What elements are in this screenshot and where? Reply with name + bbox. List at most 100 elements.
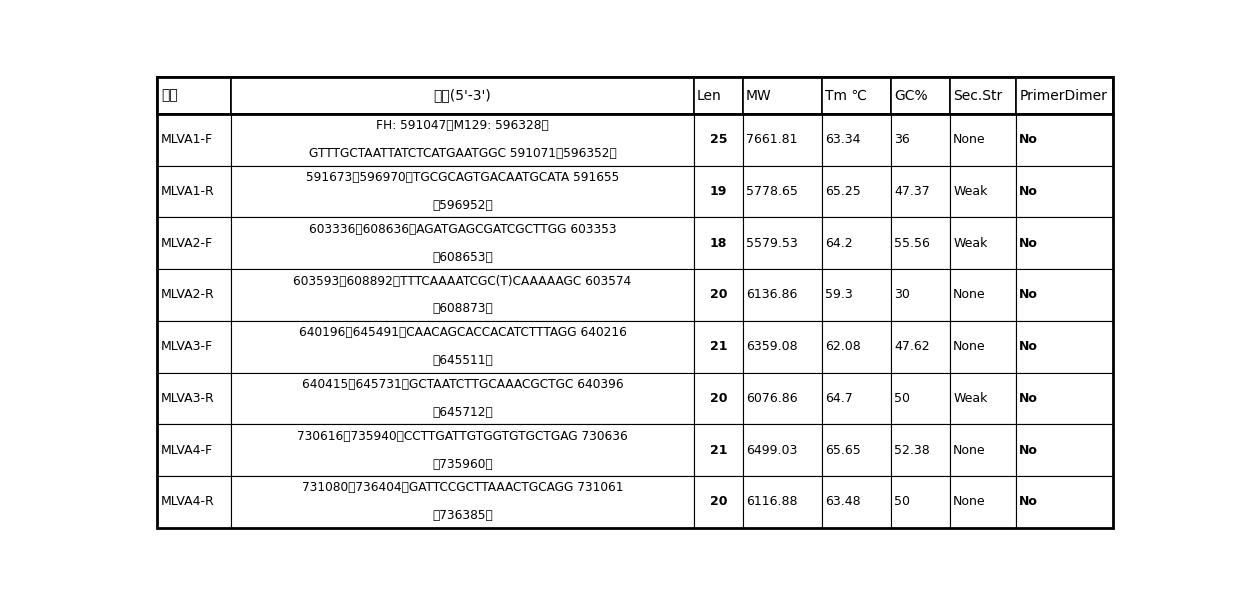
Text: 731080（736404）GATTCCGCTTAAACTGCAGG 731061: 731080（736404）GATTCCGCTTAAACTGCAGG 73106… (301, 481, 624, 495)
Text: 20: 20 (709, 495, 727, 508)
Bar (950, 77, 1017, 114)
Text: （608873）: （608873） (433, 303, 494, 316)
Text: None: None (954, 444, 986, 457)
Bar (694, 166, 743, 218)
Bar (892, 373, 950, 424)
Text: None: None (954, 288, 986, 301)
Text: No: No (1019, 392, 1038, 405)
Text: No: No (1019, 237, 1038, 250)
Text: 591673（596970）TGCGCAGTGACAATGCATA 591655: 591673（596970）TGCGCAGTGACAATGCATA 591655 (306, 171, 619, 184)
Bar (743, 166, 822, 218)
Bar (892, 218, 950, 269)
Bar (892, 166, 950, 218)
Bar (1017, 321, 1114, 373)
Text: FH: 591047（M129: 596328）: FH: 591047（M129: 596328） (376, 120, 549, 132)
Text: MLVA1-R: MLVA1-R (161, 185, 215, 198)
Bar (892, 321, 950, 373)
Text: 65.25: 65.25 (825, 185, 861, 198)
Text: 21: 21 (709, 340, 727, 353)
Bar (950, 476, 1017, 527)
Text: 21: 21 (709, 444, 727, 457)
Bar (950, 424, 1017, 476)
Bar (743, 424, 822, 476)
Bar (694, 114, 743, 166)
Text: MLVA3-R: MLVA3-R (161, 392, 215, 405)
Bar (157, 269, 231, 321)
Text: 25: 25 (709, 133, 727, 147)
Bar (157, 218, 231, 269)
Bar (892, 77, 950, 114)
Bar (694, 373, 743, 424)
Bar (157, 77, 231, 114)
Bar (1017, 476, 1114, 527)
Bar (231, 373, 694, 424)
Bar (892, 476, 950, 527)
Text: MLVA1-F: MLVA1-F (161, 133, 213, 147)
Bar (1017, 218, 1114, 269)
Bar (694, 424, 743, 476)
Bar (231, 166, 694, 218)
Text: 603336（608636）AGATGAGCGATCGCTTGG 603353: 603336（608636）AGATGAGCGATCGCTTGG 603353 (309, 223, 616, 236)
Text: Weak: Weak (954, 237, 987, 250)
Bar (231, 77, 694, 114)
Text: 50: 50 (894, 392, 910, 405)
Text: 47.62: 47.62 (894, 340, 930, 353)
Text: 59.3: 59.3 (825, 288, 853, 301)
Bar (950, 373, 1017, 424)
Text: 730616（735940）CCTTGATTGTGGTGTGCTGAG 730636: 730616（735940）CCTTGATTGTGGTGTGCTGAG 7306… (298, 429, 627, 443)
Text: 36: 36 (894, 133, 910, 147)
Text: MW: MW (745, 89, 771, 103)
Bar (822, 218, 892, 269)
Bar (822, 321, 892, 373)
Text: Weak: Weak (954, 392, 987, 405)
Text: 30: 30 (894, 288, 910, 301)
Text: 18: 18 (709, 237, 727, 250)
Bar (822, 373, 892, 424)
Text: Weak: Weak (954, 185, 987, 198)
Bar (743, 269, 822, 321)
Text: 62.08: 62.08 (825, 340, 861, 353)
Text: 引物: 引物 (161, 89, 179, 103)
Bar (950, 321, 1017, 373)
Bar (743, 476, 822, 527)
Text: Tm ℃: Tm ℃ (825, 89, 867, 103)
Text: 7661.81: 7661.81 (745, 133, 797, 147)
Text: 603593（608892）TTTCAAAATCGC(T)CAAAAAGC 603574: 603593（608892）TTTCAAAATCGC(T)CAAAAAGC 60… (294, 274, 631, 288)
Bar (694, 321, 743, 373)
Bar (822, 476, 892, 527)
Bar (1017, 269, 1114, 321)
Text: 47.37: 47.37 (894, 185, 930, 198)
Bar (1017, 114, 1114, 166)
Bar (157, 476, 231, 527)
Text: 52.38: 52.38 (894, 444, 930, 457)
Bar (231, 114, 694, 166)
Text: 20: 20 (709, 288, 727, 301)
Text: MLVA2-F: MLVA2-F (161, 237, 213, 250)
Text: GC%: GC% (894, 89, 928, 103)
Text: None: None (954, 340, 986, 353)
Bar (743, 373, 822, 424)
Bar (950, 218, 1017, 269)
Text: （645511）: （645511） (433, 354, 494, 367)
Text: 20: 20 (709, 392, 727, 405)
Text: 55.56: 55.56 (894, 237, 930, 250)
Bar (231, 218, 694, 269)
Bar (1017, 166, 1114, 218)
Text: 6499.03: 6499.03 (745, 444, 797, 457)
Text: None: None (954, 133, 986, 147)
Bar (694, 77, 743, 114)
Text: 6116.88: 6116.88 (745, 495, 797, 508)
Text: PrimerDimer: PrimerDimer (1019, 89, 1107, 103)
Bar (694, 476, 743, 527)
Text: No: No (1019, 185, 1038, 198)
Text: 19: 19 (709, 185, 727, 198)
Bar (822, 77, 892, 114)
Bar (157, 321, 231, 373)
Text: 63.34: 63.34 (825, 133, 861, 147)
Text: MLVA3-F: MLVA3-F (161, 340, 213, 353)
Text: 64.7: 64.7 (825, 392, 853, 405)
Text: （596952）: （596952） (433, 199, 494, 212)
Text: 6136.86: 6136.86 (745, 288, 797, 301)
Text: No: No (1019, 340, 1038, 353)
Bar (892, 424, 950, 476)
